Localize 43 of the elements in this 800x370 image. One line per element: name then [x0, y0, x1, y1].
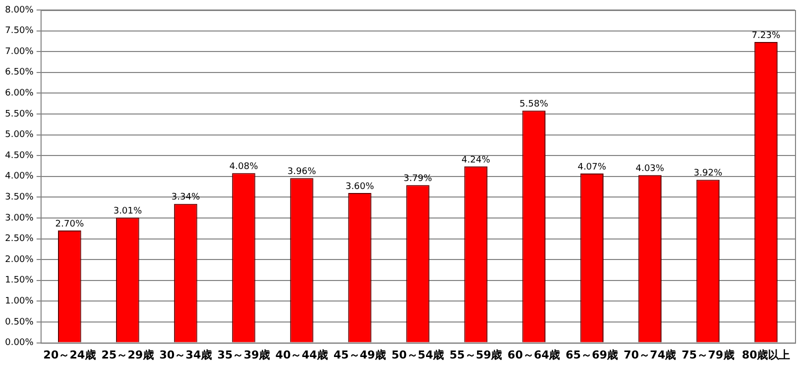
x-tick-label: 20～24歳: [43, 348, 96, 362]
data-label: 3.01%: [113, 206, 142, 216]
data-label: 3.60%: [345, 182, 375, 192]
x-tick-label: 60～64歳: [508, 348, 560, 362]
data-label: 3.92%: [694, 168, 723, 179]
y-tick-label: 1.00%: [4, 296, 34, 307]
y-tick-label: 2.00%: [4, 254, 34, 265]
x-tick-label: 45～49歳: [333, 348, 386, 362]
data-label: 4.07%: [578, 162, 607, 172]
y-tick-label: 5.50%: [4, 109, 34, 120]
x-tick-label: 80歳以上: [742, 348, 790, 362]
data-label: 7.23%: [752, 30, 781, 41]
y-tick-label: 7.00%: [4, 46, 34, 57]
y-tick-label: 4.50%: [4, 150, 34, 161]
data-label: 2.70%: [55, 219, 84, 230]
x-tick-label: 55～59歳: [450, 348, 502, 362]
y-tick-label: 1.50%: [4, 276, 34, 286]
data-label: 4.08%: [229, 162, 258, 172]
data-label: 3.34%: [171, 192, 200, 203]
data-label: 4.03%: [636, 164, 665, 174]
y-tick-label: 3.00%: [4, 213, 34, 224]
y-tick-label: 7.50%: [4, 26, 34, 36]
y-tick-label: 3.50%: [4, 192, 34, 203]
y-tick-label: 6.00%: [4, 88, 34, 99]
data-label: 5.58%: [520, 100, 549, 110]
x-tick-label: 70～74歳: [624, 348, 676, 362]
data-label: 3.96%: [287, 166, 316, 177]
x-tick-label: 50～54歳: [391, 348, 444, 362]
y-tick-label: 6.50%: [4, 68, 34, 78]
y-tick-label: 4.00%: [4, 172, 34, 182]
x-tick-label: 75～79歳: [682, 348, 734, 362]
x-tick-label: 40～44歳: [275, 348, 328, 362]
x-tick-label: 35～39歳: [217, 348, 270, 362]
x-tick-label: 65～69歳: [566, 348, 618, 362]
data-label: 3.79%: [404, 174, 433, 184]
y-tick-label: 5.00%: [4, 130, 34, 140]
x-tick-label: 30～34歳: [159, 348, 212, 362]
y-tick-label: 0.50%: [4, 317, 34, 328]
data-label: 4.24%: [462, 155, 491, 166]
y-tick-label: 0.00%: [4, 338, 34, 348]
x-tick-label: 25～29歳: [101, 348, 154, 362]
y-tick-label: 2.50%: [4, 234, 34, 244]
y-tick-label: 8.00%: [4, 5, 34, 16]
